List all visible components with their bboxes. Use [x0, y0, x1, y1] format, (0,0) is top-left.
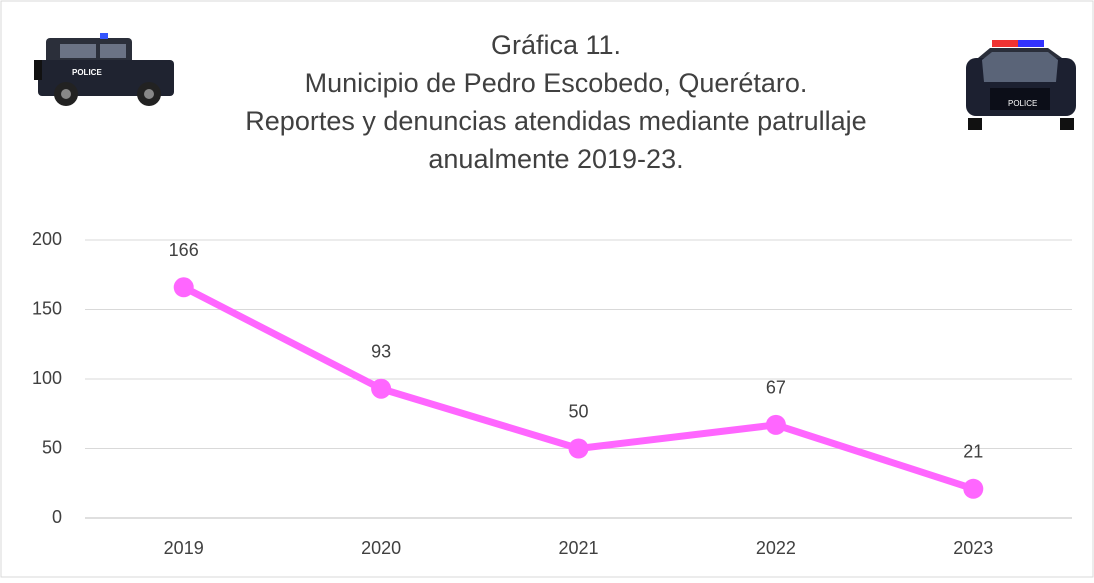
svg-text:POLICE: POLICE: [1008, 99, 1037, 108]
y-tick-label: 150: [32, 298, 62, 318]
y-tick-label: 50: [42, 437, 62, 457]
x-tick-label: 2019: [164, 538, 204, 558]
x-tick-label: 2020: [361, 538, 401, 558]
svg-text:POLICE: POLICE: [72, 68, 102, 77]
chart: POLICE POLICE Gráfica 11. Municipio de Pe…: [0, 0, 1094, 578]
data-label: 67: [766, 378, 786, 398]
chart-title: Gráfica 11.: [491, 30, 621, 60]
page: POLICE POLICE Gráfica 11. Municipio de Pe…: [0, 0, 1094, 583]
x-tick-label: 2022: [756, 538, 796, 558]
y-tick-label: 100: [32, 368, 62, 388]
chart-title: Reportes y denuncias atendidas mediante …: [245, 106, 866, 136]
data-label: 21: [963, 442, 983, 462]
x-tick-label: 2021: [558, 538, 598, 558]
data-label: 166: [169, 240, 199, 260]
chart-title: anualmente 2019-23.: [428, 144, 683, 174]
chart-title: Municipio de Pedro Escobedo, Querétaro.: [305, 68, 808, 98]
data-label: 93: [371, 341, 391, 361]
x-tick-label: 2023: [953, 538, 993, 558]
point: [371, 379, 391, 399]
point: [963, 479, 983, 499]
y-tick-label: 200: [32, 229, 62, 249]
point: [766, 415, 786, 435]
y-tick-label: 0: [52, 507, 62, 527]
point: [569, 439, 589, 459]
point: [174, 277, 194, 297]
data-label: 50: [568, 401, 588, 421]
